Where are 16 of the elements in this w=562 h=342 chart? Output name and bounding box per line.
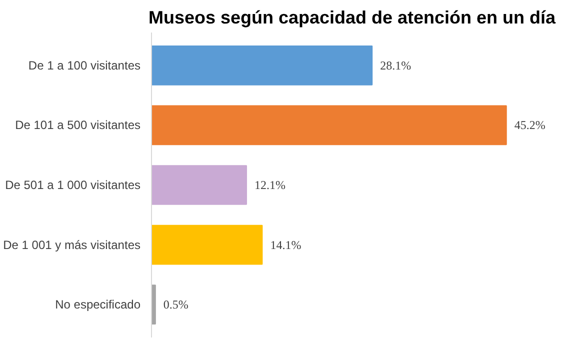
y-tick-label: De 1 a 100 visitantes (28, 58, 141, 72)
data-label: 28.1% (380, 58, 412, 72)
bar (152, 284, 156, 325)
bar (152, 45, 373, 86)
y-tick-label: De 101 a 500 visitantes (15, 118, 141, 132)
bar (152, 105, 507, 146)
data-label: 45.2% (514, 118, 546, 132)
y-tick-label: De 501 a 1 000 visitantes (5, 178, 140, 192)
bar (152, 165, 247, 205)
data-label: 12.1% (254, 178, 286, 192)
bar (152, 224, 263, 265)
data-label: 0.5% (163, 298, 188, 312)
y-tick-label: No especificado (55, 298, 141, 312)
chart-title: Museos según capacidad de atención en un día (148, 8, 557, 28)
y-tick-label: De 1 001 y más visitantes (3, 238, 141, 252)
data-label: 14.1% (270, 238, 302, 252)
